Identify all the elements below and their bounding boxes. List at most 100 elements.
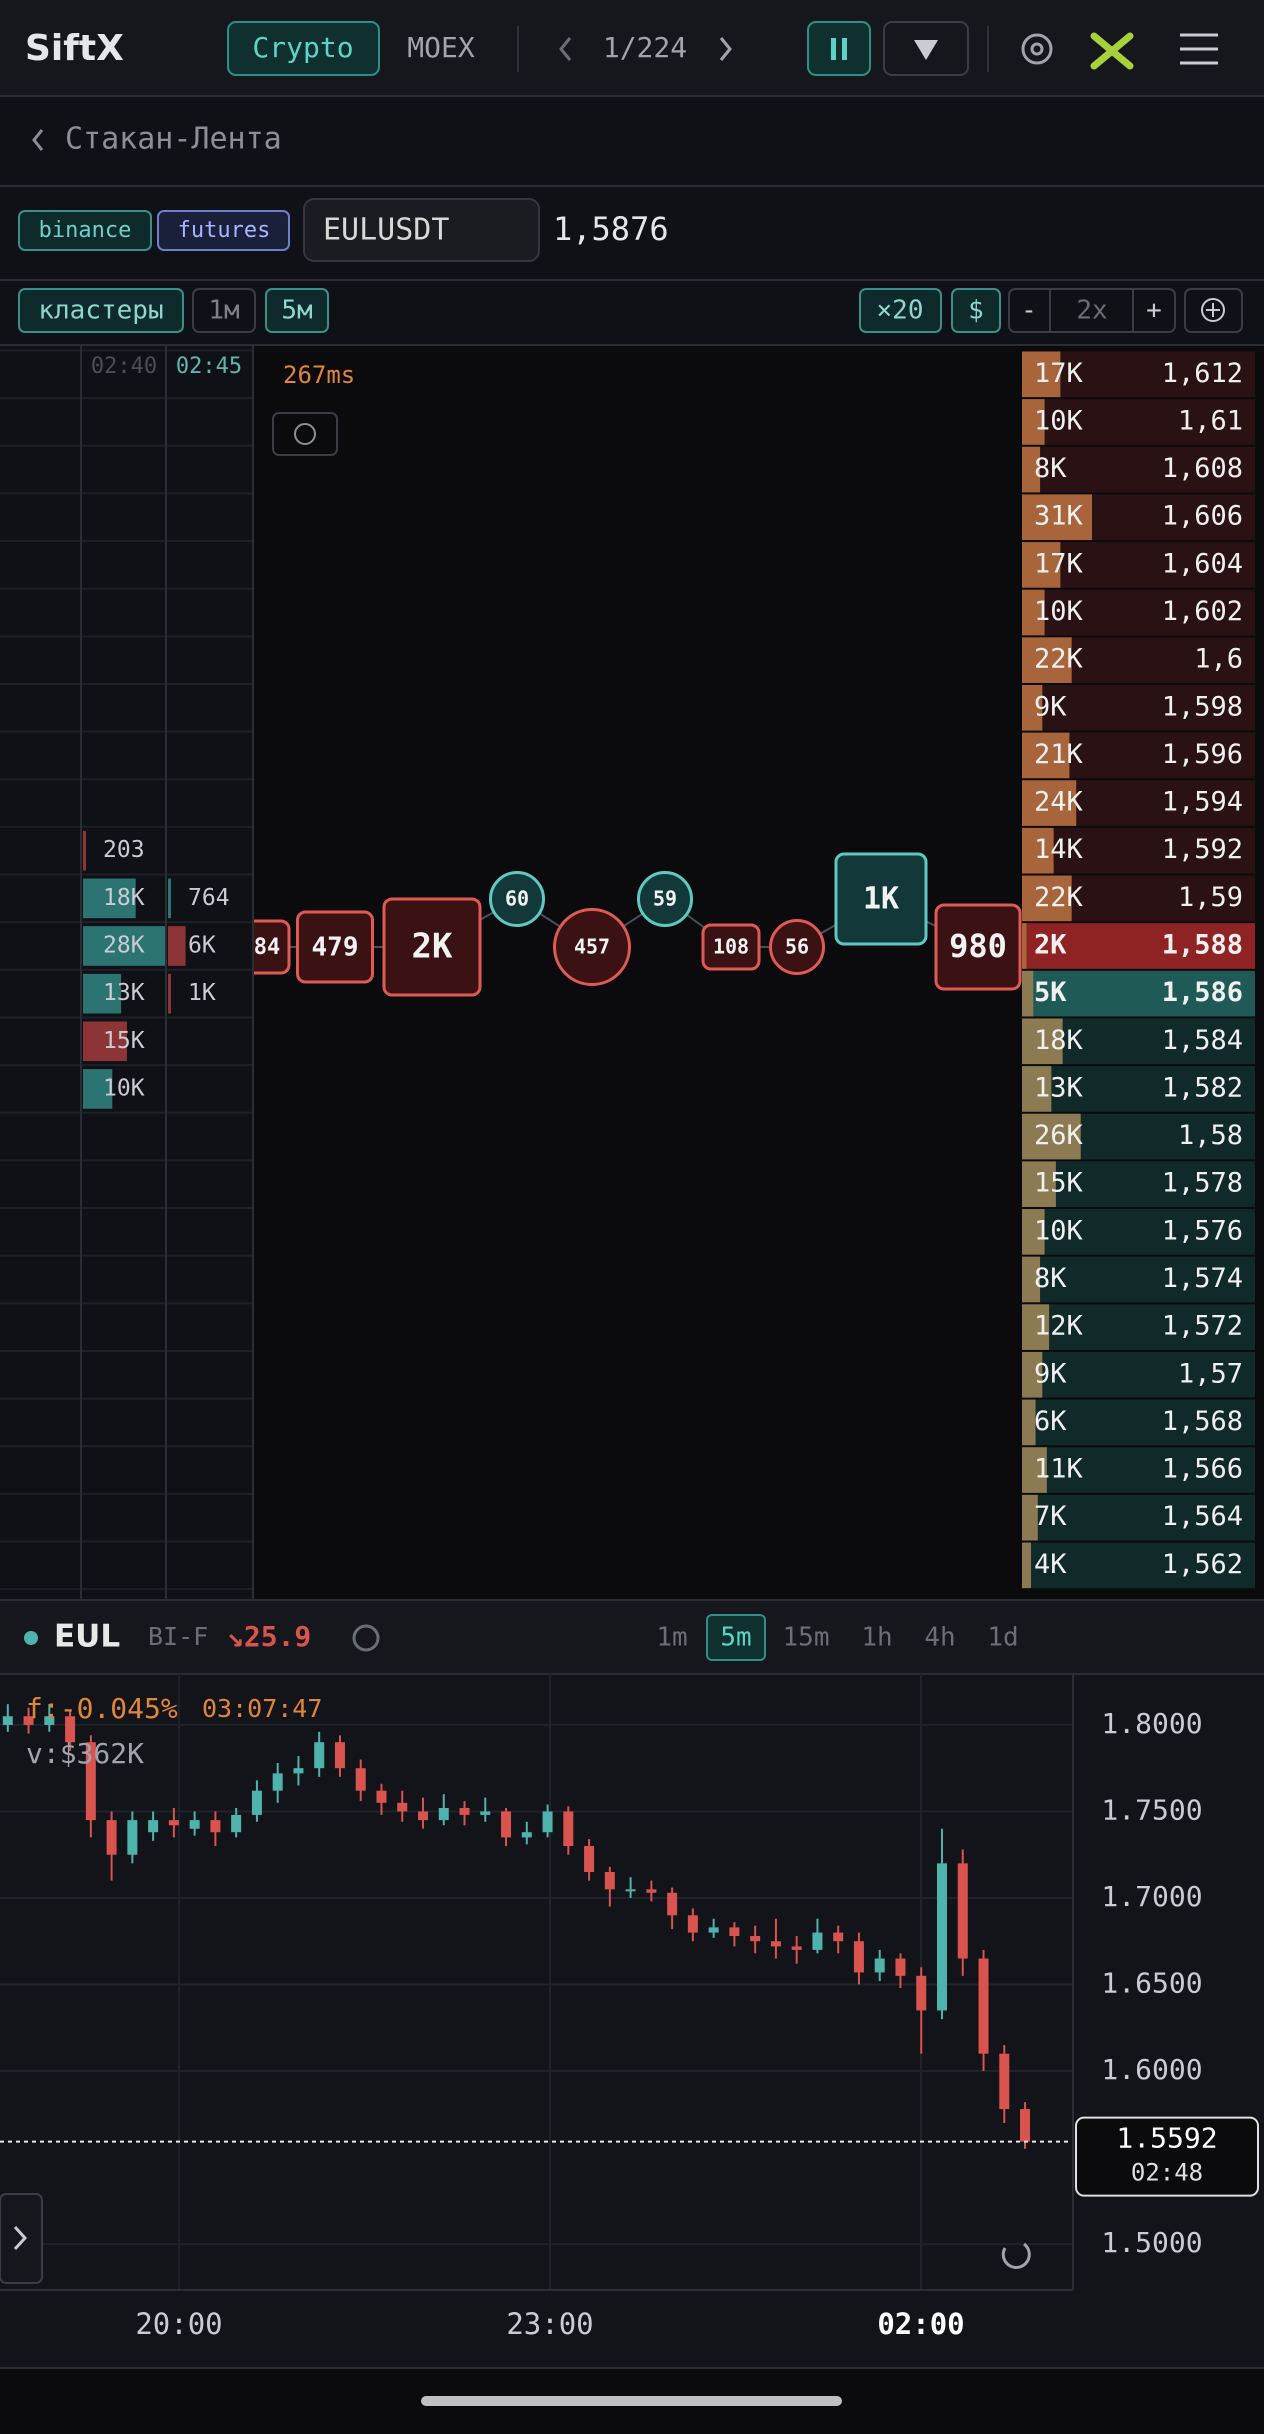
breadcrumb[interactable]: Стакан-Лента xyxy=(65,122,282,157)
interval[interactable]: 1h xyxy=(861,1623,892,1653)
book-row xyxy=(1022,351,1255,398)
size-label: 4K xyxy=(1034,1549,1067,1580)
symbol-input[interactable] xyxy=(303,198,540,262)
book-row xyxy=(1022,1351,1255,1398)
candle-body xyxy=(438,1807,449,1821)
symbol[interactable]: EULUSDT xyxy=(323,213,449,248)
intervals: 1m 5m 15m 1h 4h 1d xyxy=(656,1614,1019,1661)
currency[interactable]: $ xyxy=(968,296,984,326)
zoom-group xyxy=(1008,288,1176,333)
chart-settings-button[interactable] xyxy=(352,1624,380,1652)
candle-body xyxy=(210,1820,221,1833)
zoom-in[interactable]: + xyxy=(1146,296,1162,326)
candle-body xyxy=(563,1811,574,1847)
candle-body xyxy=(501,1811,512,1838)
interval[interactable]: 1d xyxy=(987,1623,1018,1653)
candle-body xyxy=(231,1814,242,1833)
size-label: 9K xyxy=(1034,1358,1067,1389)
x-logo[interactable] xyxy=(1090,32,1134,70)
size-bar xyxy=(1022,1066,1052,1112)
candle-body xyxy=(334,1742,345,1769)
currency-button[interactable] xyxy=(951,288,1001,333)
next-button[interactable] xyxy=(719,37,732,61)
price-level: 1,576 xyxy=(1162,1215,1243,1246)
candle-body xyxy=(687,1915,698,1933)
candle-body xyxy=(148,1820,159,1833)
interval-active[interactable] xyxy=(706,1614,766,1661)
expand-button[interactable] xyxy=(0,2193,43,2284)
interval[interactable]: 15m xyxy=(783,1623,830,1653)
candle-body xyxy=(521,1832,532,1838)
exchange[interactable]: binance xyxy=(39,218,132,243)
tape-bubble xyxy=(296,910,374,984)
reset-button[interactable] xyxy=(1001,2242,1031,2269)
market[interactable]: futures xyxy=(178,218,271,243)
candle-body xyxy=(853,1941,864,1973)
dropdown-button[interactable] xyxy=(883,21,969,76)
cluster-bar xyxy=(168,878,171,919)
candle-body xyxy=(418,1811,428,1821)
price-chart: 1.8000 1.7500 1.7000 1.6500 1.6000 1.5000 20:0… xyxy=(0,1674,1259,2341)
interval[interactable]: 1m xyxy=(656,1623,687,1653)
timeframe[interactable]: 1м xyxy=(208,296,239,326)
price-level: 1,596 xyxy=(1162,739,1243,770)
book-row xyxy=(1022,923,1255,969)
price-level: 1,584 xyxy=(1162,1025,1243,1056)
candle-body xyxy=(770,1941,781,1947)
size-bar xyxy=(1022,732,1070,779)
zoom-out[interactable]: - xyxy=(1021,296,1037,326)
cluster-bar xyxy=(168,973,171,1014)
size-label: 11K xyxy=(1034,1454,1084,1485)
interval[interactable]: 5m xyxy=(720,1623,751,1653)
timeframe[interactable]: 5м xyxy=(281,296,312,326)
size-label: 8K xyxy=(1034,1263,1067,1294)
cluster-label: 10K xyxy=(103,1075,145,1101)
icon xyxy=(914,40,938,60)
book-row xyxy=(1022,1447,1255,1493)
timeframe-button[interactable] xyxy=(265,288,329,333)
price-level: 1,592 xyxy=(1162,834,1243,865)
timeframe-button[interactable] xyxy=(192,288,256,333)
candle-body xyxy=(106,1820,117,1855)
multiplier[interactable]: ×20 xyxy=(877,296,924,326)
menu-button[interactable] xyxy=(1180,33,1218,65)
add-button[interactable] xyxy=(1184,288,1243,333)
size-bar xyxy=(1022,494,1092,541)
cluster-area xyxy=(0,346,253,1600)
size-bar xyxy=(1022,875,1072,922)
candle-body xyxy=(916,1975,927,2011)
multiplier-button[interactable] xyxy=(859,288,942,333)
size-label: 21K xyxy=(1034,739,1084,770)
candle-body xyxy=(978,1958,989,2054)
column-time: 02:45 xyxy=(176,354,242,379)
candle-body xyxy=(251,1790,262,1815)
settings-button[interactable] xyxy=(1021,33,1053,65)
candle-body xyxy=(667,1892,678,1916)
cluster-label: 13K xyxy=(103,980,145,1006)
tab[interactable] xyxy=(227,21,380,76)
size-bar xyxy=(1022,827,1054,874)
prev-button[interactable] xyxy=(559,37,572,61)
home-indicator[interactable] xyxy=(421,2396,842,2406)
mode-button[interactable] xyxy=(18,288,184,333)
volume-24h: v:$362K xyxy=(26,1737,144,1770)
exchange-chip[interactable] xyxy=(18,210,152,251)
tab-label[interactable]: MOEX xyxy=(407,31,475,64)
pause-button[interactable] xyxy=(807,21,871,76)
candle-body xyxy=(791,1946,802,1950)
tab-label[interactable]: Crypto xyxy=(252,31,353,64)
back-button[interactable] xyxy=(32,129,44,151)
ticker: EUL xyxy=(54,1619,120,1655)
logo[interactable]: SiftX xyxy=(25,28,124,69)
interval[interactable]: 4h xyxy=(924,1623,955,1653)
book-row xyxy=(1022,589,1255,636)
cluster-bar xyxy=(83,973,122,1014)
mode[interactable]: кластеры xyxy=(38,296,163,326)
tape-bubble xyxy=(553,908,631,986)
cluster-label: 6K xyxy=(188,933,216,959)
breadcrumb-bar xyxy=(0,97,1264,186)
size-bar xyxy=(1022,1256,1041,1303)
market-chip[interactable] xyxy=(157,210,290,251)
price-level: 1,586 xyxy=(1162,977,1243,1008)
tape-settings-button[interactable] xyxy=(272,412,338,456)
